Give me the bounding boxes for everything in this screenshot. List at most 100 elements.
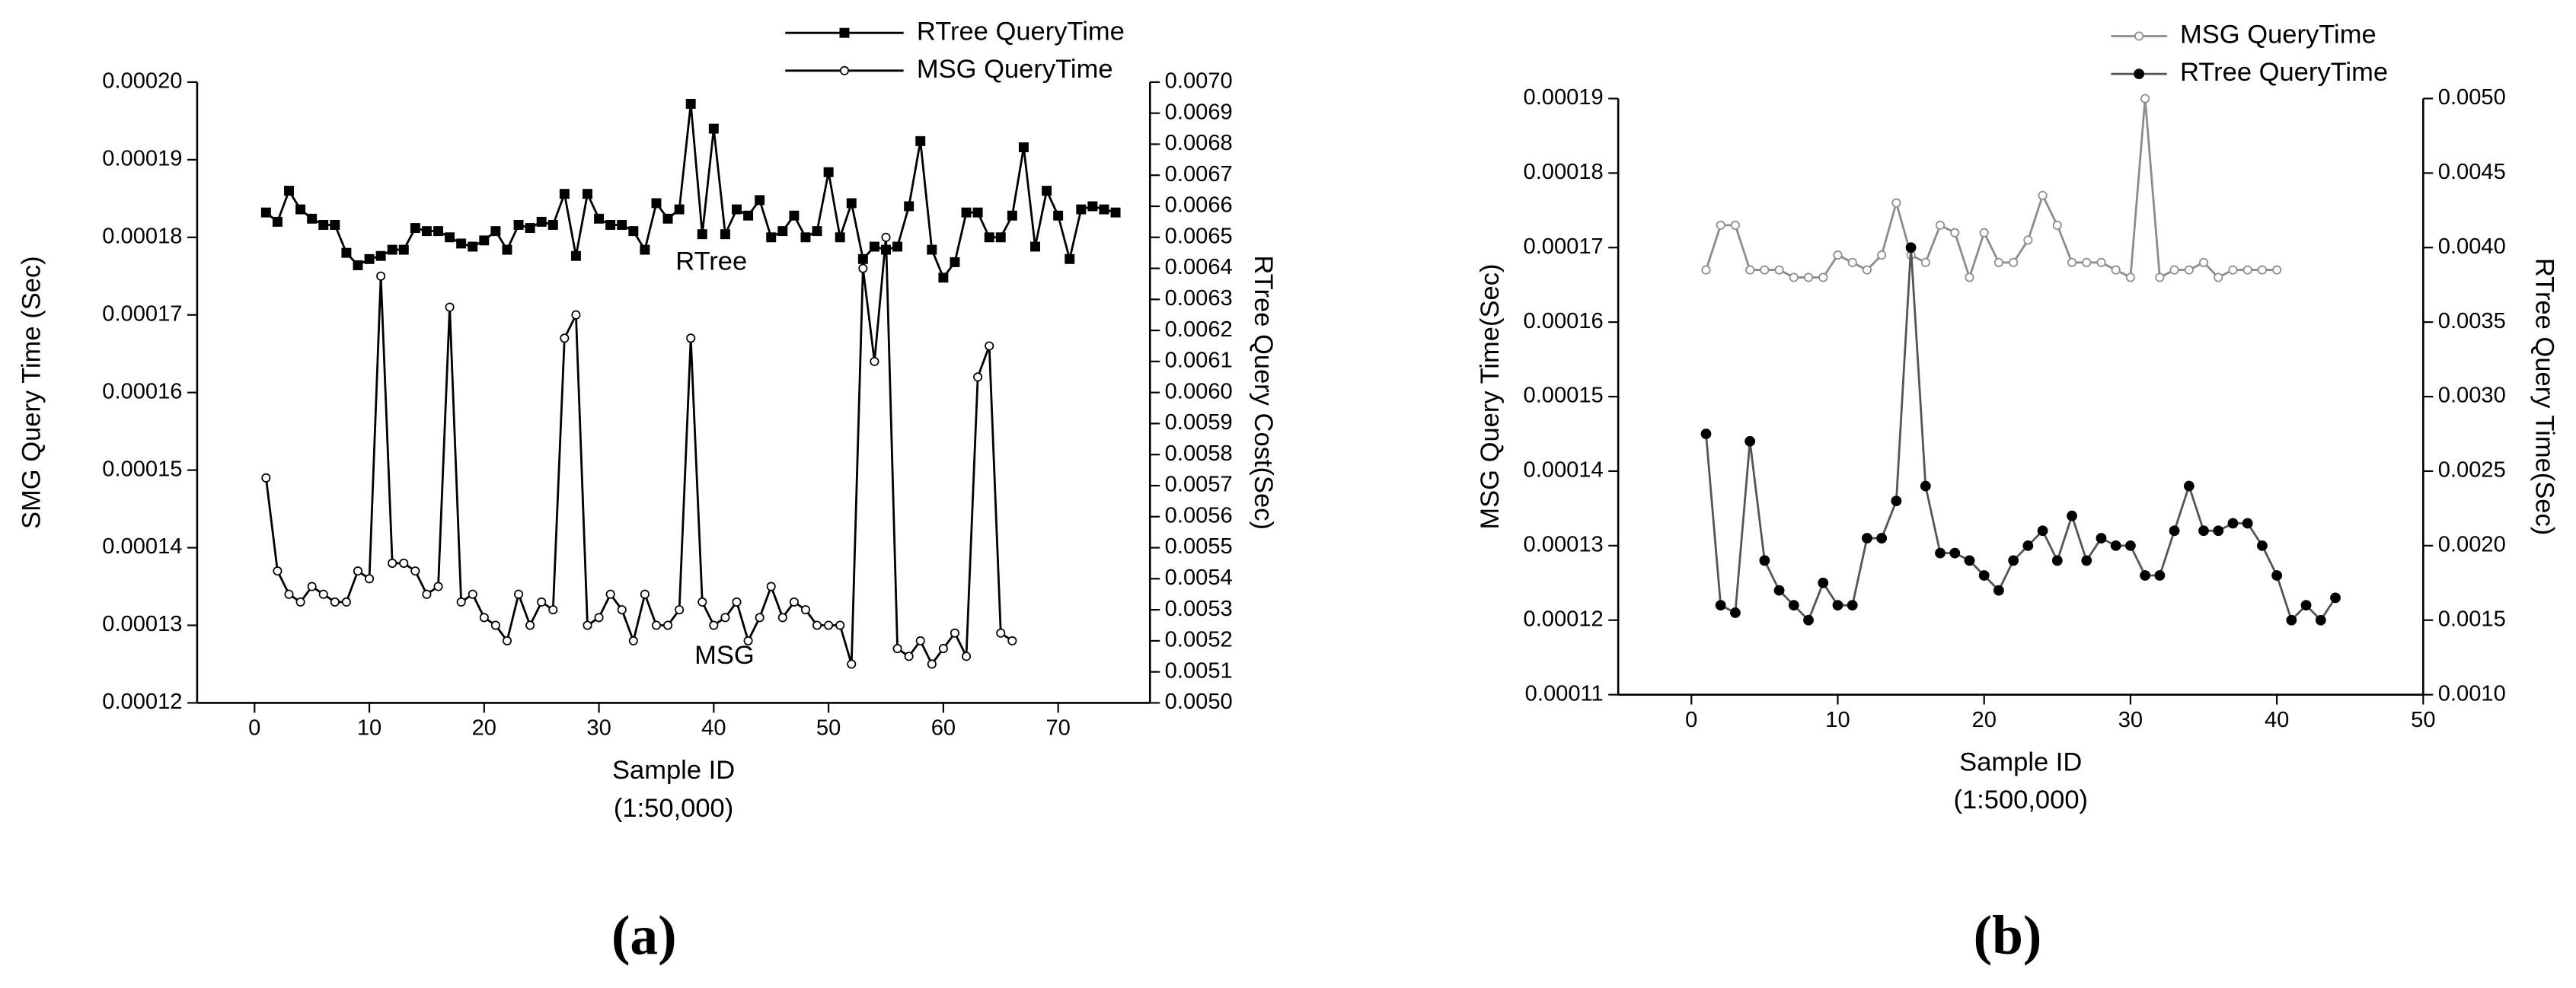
point bbox=[1042, 186, 1052, 196]
point bbox=[766, 582, 776, 591]
y-tick-label: 0.00019 bbox=[102, 147, 182, 171]
point bbox=[536, 216, 547, 227]
legend-marker bbox=[839, 65, 850, 75]
point bbox=[399, 558, 409, 568]
y2-tick-label: 0.0020 bbox=[2438, 533, 2506, 557]
point bbox=[1716, 220, 1725, 230]
point bbox=[605, 219, 616, 230]
legend-label: MSG QueryTime bbox=[917, 55, 1113, 84]
point bbox=[376, 271, 386, 281]
point bbox=[1773, 585, 1785, 596]
point bbox=[1891, 496, 1902, 507]
point bbox=[273, 566, 282, 576]
point bbox=[547, 219, 558, 230]
point bbox=[720, 613, 730, 623]
point bbox=[479, 235, 490, 246]
y-tick-label: 0.00017 bbox=[1524, 234, 1604, 259]
panel-label: (a) bbox=[611, 904, 677, 966]
point bbox=[433, 582, 443, 591]
y-axis-title: MSG Query Time(Sec) bbox=[1476, 264, 1505, 530]
y2-tick-label: 0.0053 bbox=[1165, 597, 1233, 621]
point bbox=[583, 620, 592, 630]
point bbox=[847, 659, 857, 669]
point bbox=[2009, 257, 2019, 267]
point bbox=[789, 597, 799, 607]
point bbox=[1744, 435, 1756, 447]
legend-label: RTree QueryTime bbox=[2180, 58, 2388, 87]
point bbox=[2110, 540, 2121, 551]
point bbox=[502, 636, 512, 645]
x-tick-label: 40 bbox=[701, 716, 726, 741]
point bbox=[961, 207, 972, 218]
point bbox=[468, 589, 477, 599]
point bbox=[422, 589, 432, 599]
point bbox=[2227, 518, 2239, 529]
point bbox=[686, 333, 696, 343]
point bbox=[1076, 204, 1087, 215]
point bbox=[1759, 555, 1770, 566]
point bbox=[766, 232, 777, 243]
legend-label: RTree QueryTime bbox=[917, 17, 1125, 46]
y2-tick-label: 0.0025 bbox=[2438, 458, 2506, 483]
point bbox=[869, 241, 879, 252]
y2-tick-label: 0.0035 bbox=[2438, 309, 2506, 333]
y-tick-label: 0.00015 bbox=[102, 457, 182, 481]
point bbox=[755, 613, 765, 623]
point bbox=[2198, 525, 2209, 537]
point bbox=[915, 636, 925, 645]
point bbox=[1979, 228, 1989, 237]
point bbox=[800, 605, 811, 615]
point bbox=[1920, 257, 1930, 267]
point bbox=[996, 628, 1006, 638]
point bbox=[571, 310, 581, 320]
point bbox=[261, 473, 271, 483]
point bbox=[2082, 257, 2092, 267]
y2-axis-title: RTree Query Time(Sec) bbox=[2530, 258, 2559, 535]
y-tick-label: 0.00018 bbox=[1524, 160, 1604, 184]
annotation: RTree bbox=[675, 247, 747, 276]
point bbox=[662, 213, 673, 224]
point bbox=[353, 260, 363, 270]
point bbox=[1862, 265, 1872, 275]
point bbox=[295, 597, 305, 607]
point bbox=[456, 238, 467, 249]
point bbox=[2096, 533, 2107, 543]
point bbox=[2067, 510, 2077, 521]
panel-label: (b) bbox=[1974, 904, 2042, 966]
series-line bbox=[1705, 98, 2278, 281]
point bbox=[972, 207, 983, 218]
point bbox=[812, 226, 822, 237]
point bbox=[1087, 201, 1098, 212]
x-tick-label: 0 bbox=[1685, 708, 1697, 732]
point bbox=[1730, 607, 1741, 618]
point bbox=[1053, 210, 1064, 221]
point bbox=[2008, 555, 2019, 566]
point bbox=[548, 605, 558, 615]
point bbox=[2169, 525, 2180, 537]
point bbox=[387, 244, 397, 255]
point bbox=[1818, 272, 1828, 282]
point bbox=[260, 207, 271, 218]
point bbox=[1950, 228, 1960, 237]
point bbox=[421, 226, 432, 237]
point bbox=[617, 605, 627, 615]
y-tick-label: 0.00012 bbox=[1524, 607, 1604, 631]
point bbox=[410, 566, 420, 576]
point bbox=[697, 597, 707, 607]
y2-tick-label: 0.0058 bbox=[1165, 441, 1233, 466]
point bbox=[2037, 525, 2048, 537]
point bbox=[1760, 265, 1770, 275]
point bbox=[479, 613, 489, 623]
point bbox=[456, 597, 466, 607]
y2-tick-label: 0.0066 bbox=[1165, 193, 1233, 218]
y2-tick-label: 0.0059 bbox=[1165, 410, 1233, 435]
point bbox=[824, 620, 834, 630]
point bbox=[594, 613, 604, 623]
x-tick-label: 20 bbox=[472, 716, 496, 741]
point bbox=[1862, 533, 1872, 543]
point bbox=[307, 213, 318, 224]
point bbox=[651, 620, 662, 630]
point bbox=[777, 226, 788, 237]
point bbox=[663, 620, 673, 630]
point bbox=[2140, 570, 2151, 581]
